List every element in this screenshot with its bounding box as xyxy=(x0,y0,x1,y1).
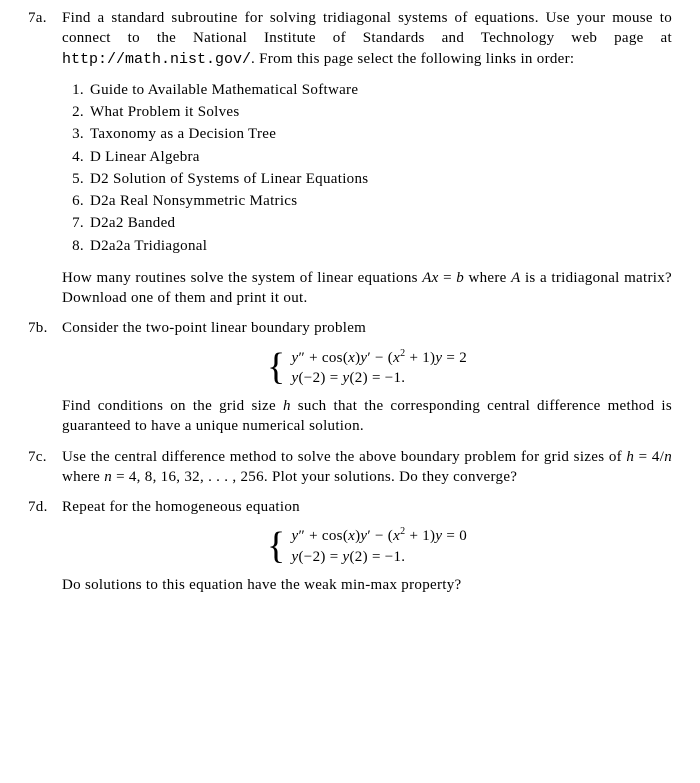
problem-body: Find a standard subroutine for solving t… xyxy=(62,8,672,308)
text: where xyxy=(464,270,511,286)
list-item: D2a2 Banded xyxy=(88,213,672,233)
math-inline: b xyxy=(456,270,464,286)
math-inline: Ax xyxy=(422,270,438,286)
problem-label: 7b. xyxy=(28,318,62,436)
problem-7d: 7d. Repeat for the homogeneous equation … xyxy=(28,497,672,595)
problem-7b: 7b. Consider the two-point linear bounda… xyxy=(28,318,672,436)
para-7b-1: Consider the two-point linear boundary p… xyxy=(62,318,672,338)
list-item: Taxonomy as a Decision Tree xyxy=(88,124,672,144)
text: where xyxy=(62,469,104,485)
math-inline: n xyxy=(104,469,112,485)
equation-7b: { y″ + cos(x)y′ − (x2 + 1)y = 2 y(−2) = … xyxy=(62,347,672,389)
equation-wrap: { y″ + cos(x)y′ − (x2 + 1)y = 2 y(−2) = … xyxy=(267,347,467,389)
equation-wrap: { y″ + cos(x)y′ − (x2 + 1)y = 0 y(−2) = … xyxy=(267,525,467,567)
equation-7d: { y″ + cos(x)y′ − (x2 + 1)y = 0 y(−2) = … xyxy=(62,525,672,567)
list-item: What Problem it Solves xyxy=(88,102,672,122)
problem-label: 7c. xyxy=(28,447,62,488)
problem-label: 7a. xyxy=(28,8,62,308)
brace-icon: { xyxy=(267,527,286,565)
text: Use the central difference method to sol… xyxy=(62,449,626,465)
text: Find a standard subroutine for solving t… xyxy=(62,10,672,46)
list-item: D Linear Algebra xyxy=(88,147,672,167)
document-page: 7a. Find a standard subroutine for solvi… xyxy=(0,0,700,625)
equation-lines: y″ + cos(x)y′ − (x2 + 1)y = 0 y(−2) = y(… xyxy=(292,525,467,567)
problem-7c: 7c. Use the central difference method to… xyxy=(28,447,672,488)
text: = 4, 8, 16, 32, . . . , 256. Plot your s… xyxy=(112,469,517,485)
math-inline: n xyxy=(664,449,672,465)
url-text: http://math.nist.gov/ xyxy=(62,51,251,68)
math-inline: h xyxy=(283,398,291,414)
equation-lines: y″ + cos(x)y′ − (x2 + 1)y = 2 y(−2) = y(… xyxy=(292,347,467,389)
links-list: Guide to Available Mathematical Software… xyxy=(62,80,672,256)
list-item: D2a Real Nonsymmetric Matrics xyxy=(88,191,672,211)
problem-body: Consider the two-point linear boundary p… xyxy=(62,318,672,436)
para-7a-2: How many routines solve the system of li… xyxy=(62,268,672,309)
text: = 4/ xyxy=(634,449,664,465)
para-7c: Use the central difference method to sol… xyxy=(62,447,672,488)
para-7d-2: Do solutions to this equation have the w… xyxy=(62,575,672,595)
brace-icon: { xyxy=(267,348,286,386)
problem-body: Repeat for the homogeneous equation { y″… xyxy=(62,497,672,595)
text: . From this page select the following li… xyxy=(251,51,574,67)
list-item: Guide to Available Mathematical Software xyxy=(88,80,672,100)
problem-label: 7d. xyxy=(28,497,62,595)
list-item: D2 Solution of Systems of Linear Equatio… xyxy=(88,169,672,189)
list-item: D2a2a Tridiagonal xyxy=(88,236,672,256)
para-7d-1: Repeat for the homogeneous equation xyxy=(62,497,672,517)
para-7a-1: Find a standard subroutine for solving t… xyxy=(62,8,672,70)
text: = xyxy=(439,270,457,286)
para-7b-2: Find conditions on the grid size h such … xyxy=(62,396,672,437)
math-inline: A xyxy=(511,270,520,286)
text: How many routines solve the system of li… xyxy=(62,270,422,286)
problem-body: Use the central difference method to sol… xyxy=(62,447,672,488)
problem-7a: 7a. Find a standard subroutine for solvi… xyxy=(28,8,672,308)
text: Find conditions on the grid size xyxy=(62,398,283,414)
